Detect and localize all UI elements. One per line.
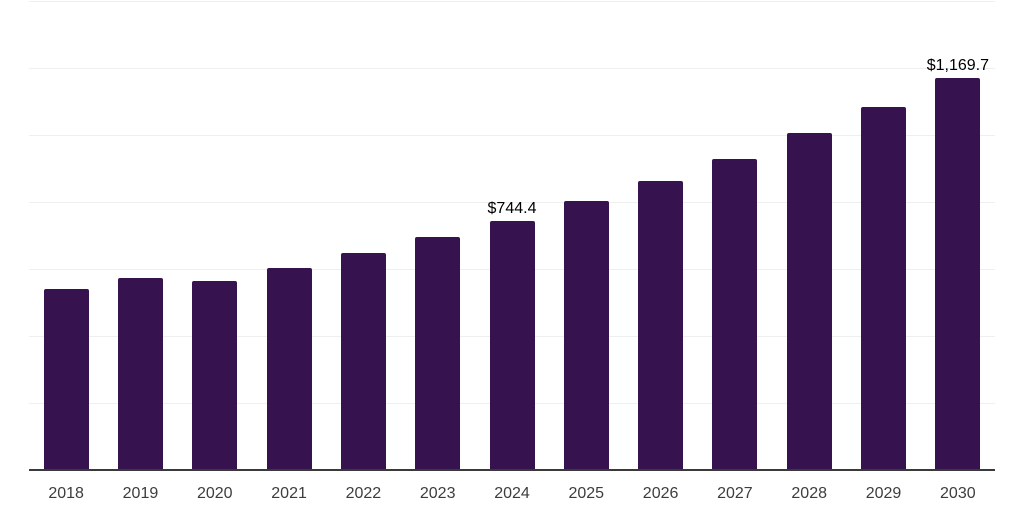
- bar-2020[interactable]: [192, 280, 238, 470]
- x-tick-2028: 2028: [791, 485, 827, 502]
- gridline-800: [29, 202, 995, 203]
- plot-area: $744.4 $1,169.7: [29, 0, 995, 471]
- bar-2027[interactable]: [712, 158, 758, 470]
- gridline-1400: [29, 1, 995, 2]
- x-tick-2029: 2029: [865, 485, 902, 502]
- x-tick-2023: 2023: [419, 485, 456, 502]
- bar-2028[interactable]: [786, 133, 832, 470]
- x-axis-line: [29, 469, 995, 471]
- x-tick-2018: 2018: [48, 485, 84, 502]
- x-tick-2021: 2021: [271, 485, 307, 502]
- x-tick-2026: 2026: [642, 485, 679, 502]
- data-label-2030: $1,169.7: [926, 57, 989, 75]
- bar-2025[interactable]: [563, 200, 609, 470]
- x-tick-2025: 2025: [568, 485, 605, 502]
- bar-2023[interactable]: [415, 236, 461, 470]
- x-tick-2030: 2030: [940, 485, 976, 502]
- x-tick-2027: 2027: [717, 485, 753, 502]
- x-tick-2022: 2022: [345, 485, 382, 502]
- bar-2021[interactable]: [266, 267, 312, 470]
- bar-2019[interactable]: [117, 278, 163, 470]
- gridline-1200: [29, 68, 995, 69]
- data-label-2024: $744.4: [487, 199, 537, 217]
- bar-2029[interactable]: [861, 106, 907, 470]
- bar-2030[interactable]: [935, 78, 981, 470]
- bar-2026[interactable]: [638, 180, 684, 470]
- x-tick-2024: 2024: [494, 485, 530, 502]
- bar-2018[interactable]: [43, 289, 89, 470]
- x-tick-2019: 2019: [122, 485, 159, 502]
- gridline-1000: [29, 135, 995, 136]
- bar-2022[interactable]: [340, 252, 386, 470]
- bar-2024[interactable]: [489, 220, 535, 470]
- x-tick-2020: 2020: [196, 485, 233, 502]
